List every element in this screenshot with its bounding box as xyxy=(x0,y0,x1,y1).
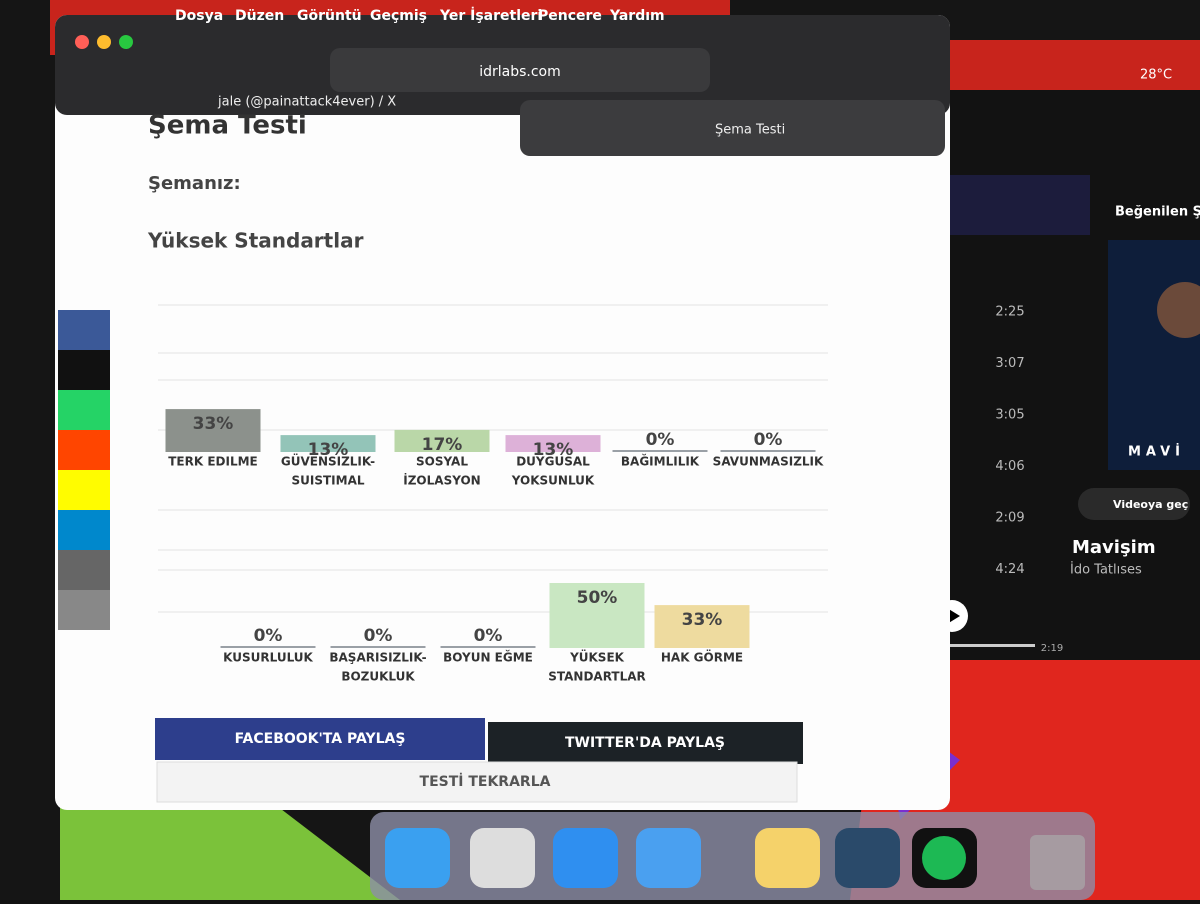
value-label: 13% xyxy=(308,440,349,460)
song-title: Mavişim xyxy=(1072,537,1156,558)
bar-label: STANDARTLAR xyxy=(548,670,646,684)
share-reddit[interactable] xyxy=(58,430,110,470)
twitter-button-label: TWITTER'DA PAYLAŞ xyxy=(565,735,725,751)
value-label: 33% xyxy=(193,414,234,434)
bar-label: SAVUNMASIZLIK xyxy=(713,455,824,469)
launchpad-icon[interactable] xyxy=(470,828,535,888)
bar-label: SOSYAL xyxy=(416,455,468,469)
menu-item: Düzen xyxy=(235,8,284,24)
bar-label: YOKSUNLUK xyxy=(511,474,595,488)
share-facebook[interactable] xyxy=(58,310,110,350)
bar-label: BAĞIMLILIK xyxy=(621,454,700,469)
bar xyxy=(394,429,490,452)
bar xyxy=(220,646,316,648)
tab: jale (@painattack4ever) / X xyxy=(217,95,396,110)
music-header-bg xyxy=(950,175,1090,235)
menu-item: Yer İşaretleri xyxy=(439,7,542,24)
bar-label: BAŞARISIZLIK- xyxy=(329,651,426,665)
bar-label: KUSURLULUK xyxy=(223,651,313,665)
video-button[interactable] xyxy=(1078,488,1190,520)
bar xyxy=(280,435,376,452)
bar-label: BOZUKLUK xyxy=(341,670,415,684)
value-label: 0% xyxy=(474,626,503,646)
retake-button-label: TESTİ TEKRARLA xyxy=(420,773,551,790)
artist-photo xyxy=(1157,282,1200,338)
elapsed: 2:19 xyxy=(1041,643,1063,654)
facebook-button[interactable] xyxy=(155,718,485,760)
bar xyxy=(549,583,645,648)
value-label: 0% xyxy=(646,430,675,450)
duration: 3:05 xyxy=(995,408,1024,423)
notes-icon[interactable] xyxy=(755,828,820,888)
bar xyxy=(165,409,261,452)
share-link[interactable] xyxy=(58,590,110,630)
play-icon xyxy=(947,608,960,624)
duration: 2:09 xyxy=(995,511,1024,526)
menu-item: Geçmiş xyxy=(370,8,427,24)
address-bar[interactable] xyxy=(330,48,710,92)
close[interactable] xyxy=(75,35,89,49)
share-email[interactable] xyxy=(58,550,110,590)
minimize[interactable] xyxy=(97,35,111,49)
bar xyxy=(330,646,426,648)
share-telegram[interactable] xyxy=(58,510,110,550)
weather: 28°C xyxy=(1140,68,1172,83)
value-label: 33% xyxy=(682,610,723,630)
value-label: 13% xyxy=(533,440,574,460)
duration: 3:07 xyxy=(995,356,1024,371)
trash-icon[interactable] xyxy=(1030,835,1085,890)
bar xyxy=(612,450,708,452)
album-title: MAVİ xyxy=(1128,444,1185,460)
bar-label: YÜKSEK xyxy=(569,650,625,665)
finder-icon[interactable] xyxy=(385,828,450,888)
tab: Şema Testi xyxy=(715,123,785,138)
bar-label: TERK EDILME xyxy=(168,455,258,469)
page-title: Şema Testi xyxy=(148,111,307,141)
active-tab[interactable] xyxy=(520,100,945,156)
duration: 4:24 xyxy=(995,562,1024,577)
menu-item: Yardım xyxy=(609,8,665,24)
schema-label: Şemanız: xyxy=(148,173,241,194)
menu-item: Dosya xyxy=(175,8,223,24)
value-label: 0% xyxy=(254,626,283,646)
retake-button[interactable] xyxy=(156,761,798,803)
duration: 2:25 xyxy=(995,305,1024,320)
music-header: Beğenilen Şa xyxy=(1115,205,1200,220)
spotify-logo xyxy=(922,836,966,880)
album-art xyxy=(1108,240,1200,470)
app-icon[interactable] xyxy=(835,828,900,888)
zoom[interactable] xyxy=(119,35,133,49)
bar-label: GÜVENSIZLIK- xyxy=(281,454,375,469)
bar-label: BOYUN EĞME xyxy=(443,650,533,665)
artist: İdo Tatlıses xyxy=(1070,562,1142,578)
bar xyxy=(505,435,601,452)
mail-icon[interactable] xyxy=(636,828,701,888)
result: Yüksek Standartlar xyxy=(147,229,364,253)
menu-item: Pencere xyxy=(538,8,602,24)
bar xyxy=(440,646,536,648)
safari-icon[interactable] xyxy=(553,828,618,888)
bar xyxy=(720,450,816,452)
url: idrlabs.com xyxy=(479,64,561,80)
video-button-label: Videoya geç xyxy=(1113,498,1188,511)
bar-label: İZOLASYON xyxy=(403,473,480,488)
twitter-button[interactable] xyxy=(488,722,803,764)
share-snapchat[interactable] xyxy=(58,470,110,510)
progress-bar xyxy=(910,644,1035,647)
share-x[interactable] xyxy=(58,350,110,390)
menu-item: Görüntü xyxy=(297,8,362,24)
facebook-button-label: FACEBOOK'TA PAYLAŞ xyxy=(235,731,406,747)
value-label: 0% xyxy=(364,626,393,646)
bar-label: SUISTIMAL xyxy=(291,474,364,488)
duration: 4:06 xyxy=(995,459,1024,474)
bar xyxy=(654,605,750,648)
value-label: 0% xyxy=(754,430,783,450)
value-label: 17% xyxy=(422,435,463,455)
value-label: 50% xyxy=(577,588,618,608)
bar-label: HAK GÖRME xyxy=(661,650,743,665)
share-whatsapp[interactable] xyxy=(58,390,110,430)
bar-label: DUYGUSAL xyxy=(516,455,590,469)
